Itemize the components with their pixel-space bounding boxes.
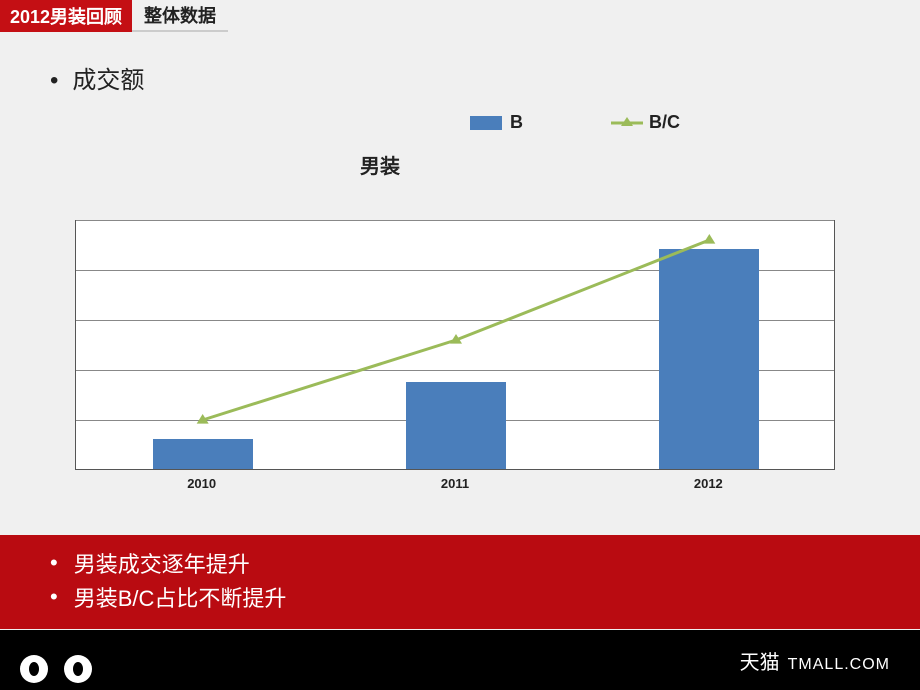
- summary-text-2: 男装B/C占比不断提升: [74, 581, 287, 613]
- chart-line-overlay: [76, 220, 836, 470]
- summary-line-2: • 男装B/C占比不断提升: [50, 581, 870, 613]
- summary-text-1: 男装成交逐年提升: [74, 547, 250, 579]
- chart-legend: B B/C: [470, 112, 680, 133]
- legend-item-b: B: [470, 112, 523, 133]
- summary-band: • 男装成交逐年提升 • 男装B/C占比不断提升: [0, 535, 920, 629]
- chart-x-label: 2010: [152, 476, 252, 491]
- footer-brand: 天猫 TMALL.COM: [740, 646, 890, 675]
- header-title-red: 2012男装回顾: [0, 0, 132, 32]
- chart-title: 男装: [0, 150, 760, 179]
- slide-header: 2012男装回顾 整体数据: [0, 0, 920, 32]
- tmall-cat-icon: [20, 637, 92, 683]
- chart-x-label: 2012: [658, 476, 758, 491]
- legend-swatch-bc-icon: [613, 116, 641, 130]
- legend-label-bc: B/C: [649, 112, 680, 133]
- chart-area: 2010 2011 2012: [75, 220, 835, 500]
- bullet-dot-icon: •: [50, 550, 58, 576]
- legend-swatch-b-icon: [470, 116, 502, 130]
- cat-eye-left-icon: [20, 655, 48, 683]
- cat-eye-right-icon: [64, 655, 92, 683]
- header-title-sub: 整体数据: [132, 0, 228, 32]
- chart-plot: [75, 220, 835, 470]
- summary-line-1: • 男装成交逐年提升: [50, 547, 870, 579]
- legend-item-bc: B/C: [613, 112, 680, 133]
- legend-label-b: B: [510, 112, 523, 133]
- chart-x-label: 2011: [405, 476, 505, 491]
- bullet-gmv: • 成交额: [50, 60, 920, 95]
- slide: 2012男装回顾 整体数据 • 成交额 B B/C 男装 2010 2011 2012…: [0, 0, 920, 690]
- bullet-gmv-text: 成交额: [72, 67, 144, 94]
- brand-en: TMALL.COM: [788, 656, 890, 674]
- brand-cn: 天猫: [740, 646, 780, 675]
- slide-footer: 天猫 TMALL.COM: [0, 630, 920, 690]
- bullet-dot-icon: •: [50, 67, 58, 94]
- bullet-dot-icon: •: [50, 584, 58, 610]
